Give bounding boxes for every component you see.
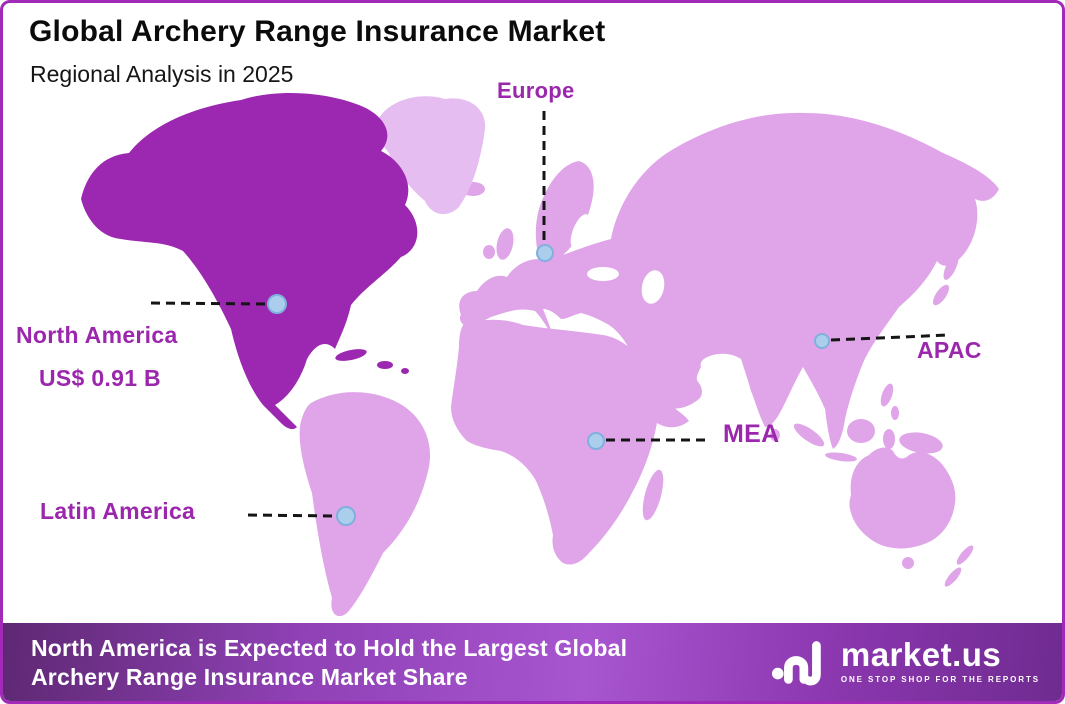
japan-south-shape xyxy=(932,284,950,306)
south-america-shape xyxy=(299,392,431,617)
label-latin-america: Latin America xyxy=(40,498,196,524)
map-region-north-america xyxy=(81,92,418,430)
footer-headline: North America is Expected to Hold the La… xyxy=(31,634,627,692)
inland-seas xyxy=(570,214,665,304)
value-north-america: US$ 0.91 B xyxy=(39,365,161,391)
leader-line-north-america xyxy=(150,301,267,306)
footer-headline-line2: Archery Range Insurance Market Share xyxy=(31,664,468,690)
footer-headline-line1: North America is Expected to Hold the La… xyxy=(31,635,628,661)
philippines-shape xyxy=(880,383,894,407)
sri-lanka-shape xyxy=(770,429,780,441)
philippines-south-shape xyxy=(891,406,899,420)
marker-apac xyxy=(814,333,830,349)
great-britain-shape xyxy=(496,228,514,260)
new-zealand-south-shape xyxy=(944,567,962,587)
label-mea: MEA xyxy=(723,420,780,448)
leader-lines xyxy=(150,111,950,518)
new-zealand-north-shape xyxy=(956,545,974,565)
marketus-logo-icon xyxy=(771,641,821,686)
north-america-shape xyxy=(81,92,418,430)
japan-north-shape xyxy=(943,254,959,280)
tasmania-shape xyxy=(902,557,914,569)
greenland-shape xyxy=(374,96,486,215)
marker-north-america xyxy=(267,294,287,314)
australia-shape xyxy=(849,447,956,549)
cuba-shape xyxy=(335,349,367,361)
page-subtitle: Regional Analysis in 2025 xyxy=(30,61,294,87)
sulawesi-shape xyxy=(883,429,895,449)
markers xyxy=(267,244,830,526)
hispaniola-shape xyxy=(377,361,393,369)
world-map xyxy=(81,92,999,617)
puerto-rico-shape xyxy=(401,368,409,374)
label-apac: APAC xyxy=(917,337,982,363)
sumatra-shape xyxy=(793,423,825,447)
label-north-america: North America xyxy=(16,322,178,348)
java-shape xyxy=(825,452,857,462)
page-title: Global Archery Range Insurance Market xyxy=(29,15,606,48)
marketus-logo: market.us ONE STOP SHOP FOR THE REPORTS xyxy=(771,633,1040,689)
marker-mea xyxy=(587,432,605,450)
ireland-shape xyxy=(483,245,495,259)
marketus-logo-tagline: ONE STOP SHOP FOR THE REPORTS xyxy=(840,675,1040,684)
new-guinea-shape xyxy=(899,432,943,454)
marker-latin-america xyxy=(336,506,356,526)
footer-bar: North America is Expected to Hold the La… xyxy=(3,623,1062,701)
marketus-logo-text: market.us ONE STOP SHOP FOR THE REPORTS xyxy=(840,636,1040,685)
map-region-rest-of-world xyxy=(299,112,999,617)
borneo-shape xyxy=(847,419,875,443)
eurasia-shape xyxy=(459,112,999,449)
madagascar-shape xyxy=(642,469,664,521)
marketus-logo-name: market.us xyxy=(840,636,1002,673)
leader-line-apac xyxy=(830,333,950,342)
marker-europe xyxy=(536,244,554,262)
africa-shape xyxy=(451,319,689,565)
label-europe: Europe xyxy=(497,78,575,103)
